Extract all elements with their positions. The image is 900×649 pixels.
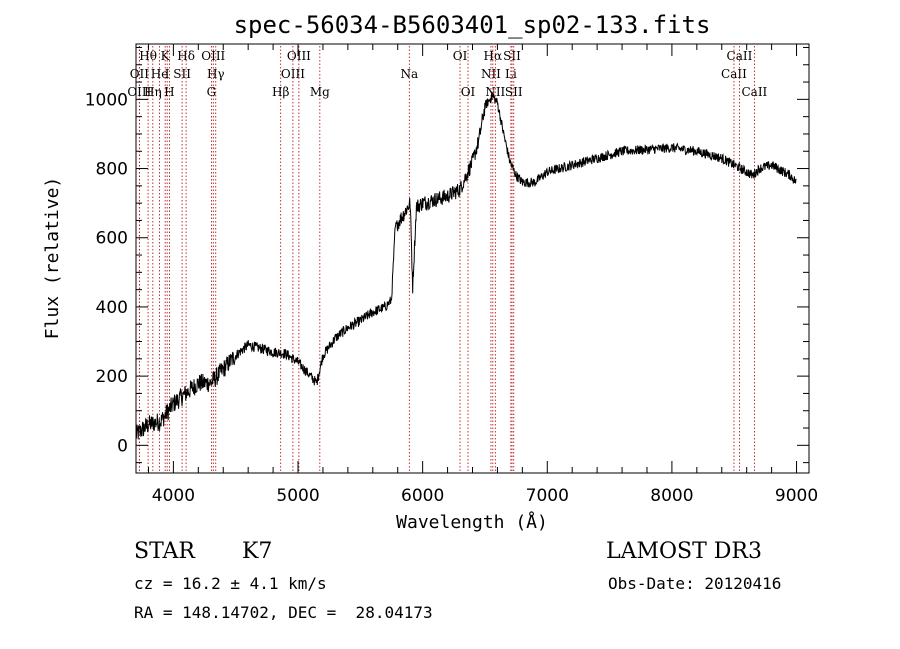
x-axis-label: Wavelength (Å): [396, 511, 548, 533]
line-marker-label: OIII: [127, 85, 151, 99]
line-marker-label: OI: [453, 49, 468, 63]
star-class: STAR: [134, 539, 195, 564]
line-marker-label: SII: [503, 49, 521, 63]
line-marker-label: CaII: [741, 85, 767, 99]
line-marker-label: OI: [461, 85, 476, 99]
line-marker-label: NII: [485, 85, 505, 99]
y-tick-label: 400: [96, 298, 128, 318]
line-marker-label: OIII: [287, 49, 311, 63]
y-axis-label: Flux (relative): [42, 177, 63, 340]
y-tick-label: 600: [96, 229, 128, 249]
line-marker-label: Li: [505, 67, 517, 81]
survey-name: LAMOST DR3: [606, 539, 762, 564]
x-tick-label: 4000: [152, 486, 195, 506]
line-marker-label: OIII: [281, 67, 305, 81]
line-marker-label: G: [207, 85, 217, 99]
line-marker-label: Hδ: [177, 49, 195, 63]
line-marker-label: Hη: [144, 85, 162, 99]
chart-title: spec-56034-B5603401_sp02-133.fits: [234, 11, 711, 39]
y-tick-label: 0: [117, 436, 128, 456]
ra-dec-text: RA = 148.14702, DEC = 28.04173: [134, 603, 433, 622]
obs-date-text: Obs-Date: 20120416: [608, 574, 782, 593]
x-tick-label: 6000: [401, 486, 444, 506]
x-tick-label: 5000: [276, 486, 319, 506]
line-marker-label: SII: [505, 85, 523, 99]
y-tick-label: 200: [96, 367, 128, 387]
x-tick-label: 8000: [650, 486, 693, 506]
line-marker-label: SII: [173, 67, 191, 81]
y-axis: 0 200 400 600 800 1000: [85, 46, 809, 464]
x-axis: 4000 5000 6000 7000 8000 9000: [147, 44, 818, 506]
line-marker-label: CaII: [727, 49, 753, 63]
line-marker-label: CaII: [721, 67, 747, 81]
line-marker-label: Mg: [310, 85, 330, 99]
plot-frame: [135, 43, 810, 474]
line-marker-label: NII: [481, 67, 501, 81]
line-marker-label: K: [161, 49, 171, 63]
star-subclass: K7: [242, 539, 273, 564]
x-tick-label: 9000: [775, 486, 818, 506]
line-marker-label: Hθ: [139, 49, 157, 63]
line-marker-label: Na: [400, 67, 418, 81]
line-marker-label: I: [165, 67, 170, 81]
line-marker-label: Hα: [484, 49, 503, 63]
spectrum-series: [135, 92, 797, 440]
line-marker-label: He: [151, 67, 169, 81]
spectrum-line: [135, 92, 797, 440]
y-tick-label: 1000: [85, 90, 128, 110]
line-marker-label: H: [164, 85, 174, 99]
line-marker-label: Hγ: [207, 67, 225, 81]
y-tick-label: 800: [96, 160, 128, 180]
x-tick-label: 7000: [526, 486, 569, 506]
line-marker-label: Hβ: [272, 85, 289, 99]
redshift-text: cz = 16.2 ± 4.1 km/s: [134, 574, 327, 593]
line-marker-label: OIII: [201, 49, 225, 63]
